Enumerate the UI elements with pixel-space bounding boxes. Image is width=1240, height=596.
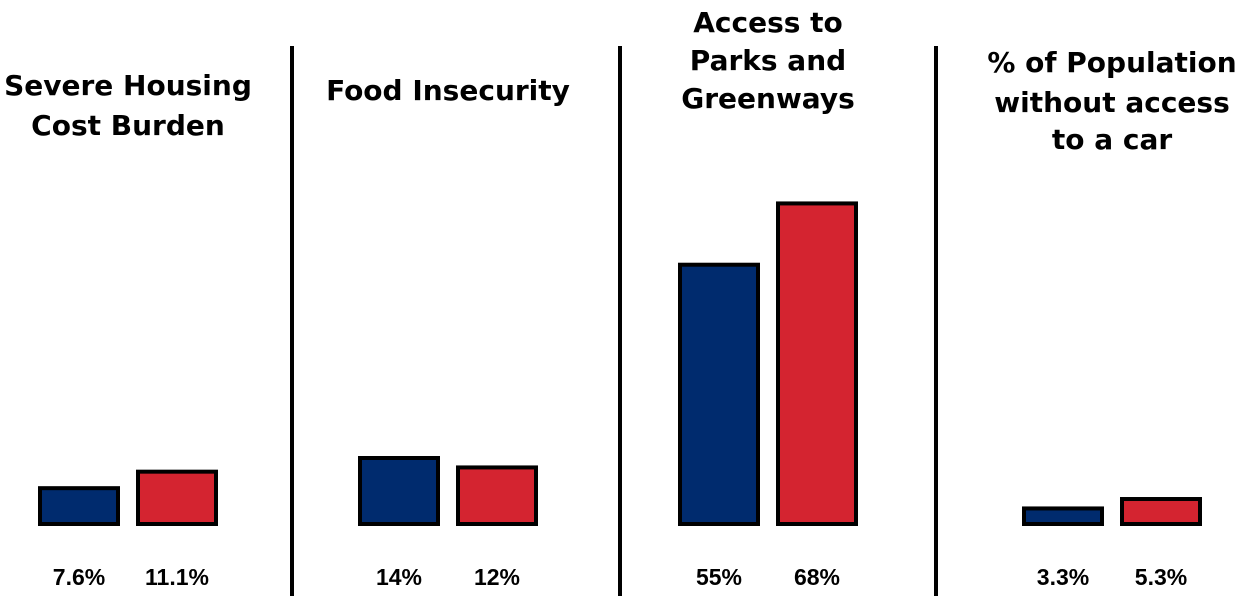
panel-title-line: Parks and (690, 44, 846, 77)
panel-title-line: Food Insecurity (326, 74, 570, 107)
panel-title-line: Cost Burden (31, 109, 225, 142)
chart-panel-1: Severe Housing Cost Burden 7.6% 11.1% (4, 69, 252, 590)
bar-blue (358, 456, 440, 526)
bar-blue (38, 486, 120, 526)
bar-value-label: 3.3% (1037, 564, 1089, 590)
panel-title-line: to a car (1052, 123, 1173, 156)
bar-red (1120, 497, 1202, 526)
panel-title-line: Access to (693, 6, 843, 39)
panel-title-line: Severe Housing (4, 69, 252, 102)
chart-panel-2: Food Insecurity 14% 12% (326, 74, 570, 590)
bar-blue (678, 262, 760, 526)
chart-panel-3: Access to Parks and Greenways 55% 68% (678, 6, 858, 590)
bar-value-label: 7.6% (53, 564, 105, 590)
bar-value-label: 5.3% (1135, 564, 1187, 590)
bar-value-label: 11.1% (145, 564, 209, 590)
bar-red (136, 469, 218, 526)
panel-title-line: Greenways (681, 82, 855, 115)
panel-title-line: without access (994, 86, 1230, 119)
bar-blue (1022, 506, 1104, 527)
bar-value-label: 68% (794, 564, 840, 590)
panel-title-line: % of Population (987, 46, 1236, 79)
bar-red (456, 465, 538, 526)
chart-panel-4: % of Population without access to a car 3.3… (987, 46, 1236, 590)
bar-value-label: 12% (474, 564, 520, 590)
bar-red (776, 201, 858, 527)
bar-value-label: 55% (696, 564, 742, 590)
bar-value-label: 14% (376, 564, 422, 590)
